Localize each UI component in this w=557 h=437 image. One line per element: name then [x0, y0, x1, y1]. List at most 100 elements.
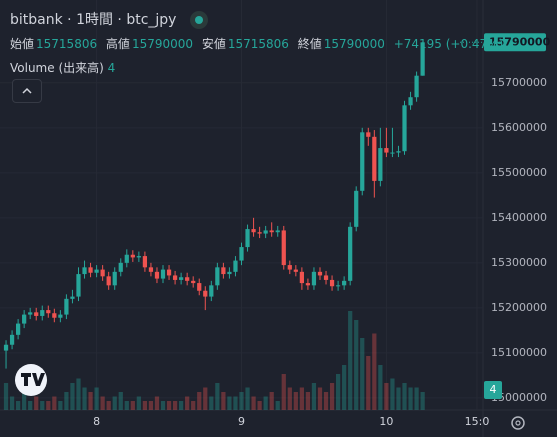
volume-bar [396, 387, 401, 410]
volume-bar [130, 401, 135, 410]
volume-bar [52, 396, 57, 410]
candle-body [251, 229, 256, 233]
y-tick-label: 15000000 [491, 391, 547, 404]
candle-body [269, 230, 274, 233]
volume-bar [287, 387, 292, 410]
volume-bar [281, 374, 286, 410]
candle-body [227, 271, 232, 275]
volume-bar [239, 392, 244, 410]
candle-body [148, 267, 154, 272]
volume-bar [354, 320, 359, 410]
y-tick-label: 15200000 [491, 301, 547, 314]
volume-bar [106, 401, 111, 410]
candle-body [239, 247, 244, 261]
candle-body [203, 290, 208, 297]
volume-bar [40, 401, 45, 410]
readout-label: 高値 [105, 37, 130, 51]
x-tick-label: 10 [379, 415, 393, 428]
volume-bar [160, 401, 166, 410]
y-tick-label: 15400000 [491, 211, 547, 224]
candle-body [34, 312, 39, 316]
candle-body [185, 277, 190, 281]
readout-value: 15715806 [36, 37, 98, 51]
candle-body [94, 269, 99, 273]
volume-bar [233, 396, 238, 410]
candle-body [209, 285, 214, 297]
candle-body [179, 277, 184, 280]
candle-body [197, 283, 202, 291]
candle-body [70, 296, 75, 299]
candle-body [420, 42, 425, 76]
candle-body [118, 262, 123, 272]
volume-legend: Volume (出来高) 4 [10, 59, 120, 76]
volume-bar [70, 383, 75, 410]
x-tick-label: 9 [238, 415, 245, 428]
candle-body [366, 132, 371, 137]
volume-bar [384, 383, 389, 410]
volume-bar [245, 387, 250, 410]
candle-body [299, 271, 304, 284]
volume-name: Volume (出来高) [10, 61, 104, 75]
volume-bar [269, 392, 274, 410]
volume-bar [22, 392, 27, 410]
title: bitbank · 1時間 · btc_jpy [10, 12, 177, 28]
ohlc-readout: 始値 15715806 高値 15790000 安値 15715806 終値 15790… [10, 35, 508, 52]
volume-bar [311, 383, 317, 410]
status-dot[interactable] [190, 11, 209, 29]
candle-body [130, 254, 135, 258]
readout-label: 安値 [201, 37, 226, 51]
volume-bar [136, 396, 141, 410]
candle-body [136, 256, 141, 258]
chart-header: bitbank · 1時間 · btc_jpy [10, 9, 209, 29]
readout-value: 15790000 [323, 37, 385, 51]
volume-bar [372, 333, 377, 410]
candle-body [52, 313, 57, 318]
volume-bar [88, 392, 93, 410]
volume-bar [112, 396, 117, 410]
candle-body [160, 269, 166, 279]
volume-bar [172, 401, 178, 410]
candle-body [402, 105, 407, 152]
readout-label: 始値 [10, 37, 35, 51]
candle-body [323, 275, 329, 280]
candle-body [360, 132, 365, 191]
candle-body [3, 344, 9, 351]
candle-body [46, 310, 51, 314]
candle-body [100, 269, 105, 277]
volume-bar [408, 387, 413, 410]
y-tick-label: 15300000 [491, 256, 547, 269]
volume-bar [34, 396, 39, 410]
volume-bar [317, 387, 323, 410]
candle-body [348, 226, 353, 281]
collapse-button[interactable] [12, 79, 42, 103]
volume-bar [227, 396, 232, 410]
candle-body [15, 323, 21, 335]
volume-bar [360, 338, 365, 410]
readout-label: 終値 [297, 37, 322, 51]
candle-body [305, 283, 311, 286]
volume-bar [118, 392, 123, 410]
settings-button[interactable] [511, 416, 525, 430]
candle-body [396, 151, 401, 153]
readout-change: +74195 (+0.47%) [393, 37, 504, 51]
candle-body [191, 280, 196, 284]
last-volume-label: 4 [490, 383, 497, 396]
volume-bar [275, 401, 280, 410]
y-tick-label: 15100000 [491, 346, 547, 359]
volume-bar [191, 401, 196, 410]
readout-value: 15790000 [131, 37, 194, 51]
volume-bar [378, 365, 383, 410]
y-tick-label: 15600000 [491, 121, 547, 134]
logo[interactable] [15, 364, 47, 396]
last-price-label: 15790000 [489, 35, 551, 48]
candle-body [112, 271, 117, 286]
candle-body [390, 152, 395, 154]
candle-body [384, 148, 389, 153]
volume-bar [251, 396, 256, 410]
volume-bar [148, 401, 154, 410]
candle-body [166, 269, 172, 276]
candle-body [28, 312, 33, 315]
volume-bar [323, 392, 329, 410]
volume-bar [82, 387, 87, 410]
